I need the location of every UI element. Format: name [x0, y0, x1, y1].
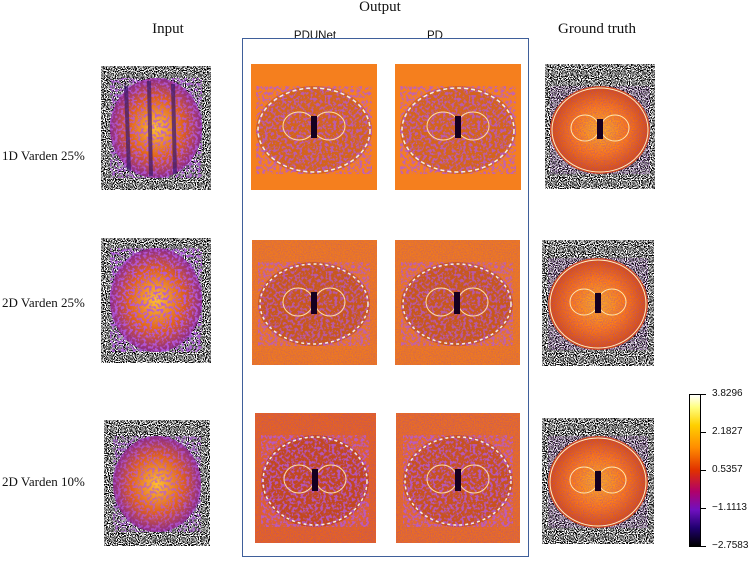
pd-header: PD — [427, 30, 443, 42]
pd-panel-row3 — [396, 413, 520, 543]
ground-truth-panel-row2 — [542, 240, 654, 366]
pdunet-panel-row1 — [251, 64, 377, 190]
input-header: Input — [152, 21, 184, 37]
colorbar-tick-label: 3.8296 — [712, 388, 743, 399]
pdunet-header: PDUNet — [293, 30, 337, 42]
colorbar-tick-label: −2.7583 — [712, 540, 749, 551]
input-panel-row1 — [101, 66, 211, 190]
pd-panel-row2 — [395, 240, 520, 365]
output-header: Output — [359, 0, 401, 15]
row-label-2d-varden-25: 2D Varden 25% — [2, 295, 85, 310]
ground-truth-header: Ground truth — [558, 21, 636, 37]
colorbar-tick-mark — [701, 432, 706, 433]
colorbar-tick-mark — [701, 508, 706, 509]
colorbar-tick-label: 2.1827 — [712, 426, 743, 437]
input-panel-row2 — [101, 238, 211, 363]
ground-truth-panel-row3 — [542, 418, 654, 544]
output-group-box — [242, 38, 529, 557]
pdunet-panel-row3 — [255, 413, 376, 543]
row-label-2d-varden-10: 2D Varden 10% — [2, 474, 85, 489]
pdunet-panel-row2 — [252, 240, 377, 365]
colorbar-tick-mark — [701, 394, 706, 395]
pd-panel-row1 — [395, 64, 521, 190]
colorbar-tick-label: 0.5357 — [712, 464, 743, 475]
colorbar-tick-mark — [701, 546, 706, 547]
colorbar-tick-mark — [701, 470, 706, 471]
ground-truth-panel-row1 — [545, 64, 655, 189]
colorbar — [689, 394, 701, 547]
input-panel-row3 — [104, 420, 210, 546]
colorbar-tick-label: −1.1113 — [712, 502, 747, 513]
row-label-1d-varden-25: 1D Varden 25% — [2, 148, 85, 163]
